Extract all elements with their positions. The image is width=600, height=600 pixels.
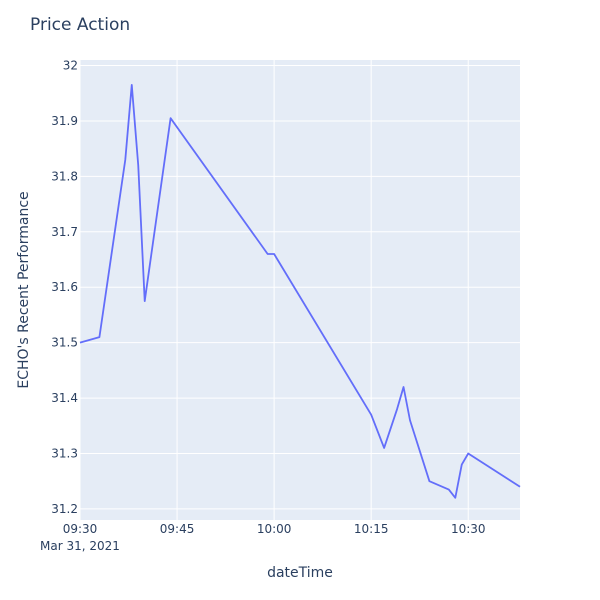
x-tick-label: 09:30	[63, 522, 98, 536]
y-tick-label: 31.2	[51, 502, 78, 516]
x-tick-label: 10:30	[451, 522, 486, 536]
series-layer	[79, 84, 521, 499]
y-tick-label: 31.5	[51, 336, 78, 350]
y-axis-title: ECHO's Recent Performance	[16, 191, 32, 388]
y-tick-label: 31.9	[51, 114, 78, 128]
x-axis-title: dateTime	[267, 565, 333, 581]
grid-lines	[79, 60, 520, 520]
x-tick-label: 09:45	[160, 522, 195, 536]
x-tick-sublabel: Mar 31, 2021	[40, 539, 120, 553]
x-tick-label: 10:00	[257, 522, 292, 536]
tick-labels: 31.2 31.3 31.4 31.5 31.6 31.7 31.8 31.9 32 09:30 0…	[51, 59, 485, 536]
chart-title: Price Action	[30, 15, 130, 35]
y-tick-label: 31.8	[51, 169, 78, 183]
x-tick-label: 10:15	[354, 522, 389, 536]
plot-area	[80, 60, 520, 520]
y-tick-label: 31.7	[51, 225, 78, 239]
y-tick-label: 31.6	[51, 280, 78, 294]
y-tick-label: 31.4	[51, 391, 78, 405]
series-line	[79, 84, 521, 499]
y-tick-label: 32	[63, 59, 78, 73]
y-tick-label: 31.3	[51, 446, 78, 460]
